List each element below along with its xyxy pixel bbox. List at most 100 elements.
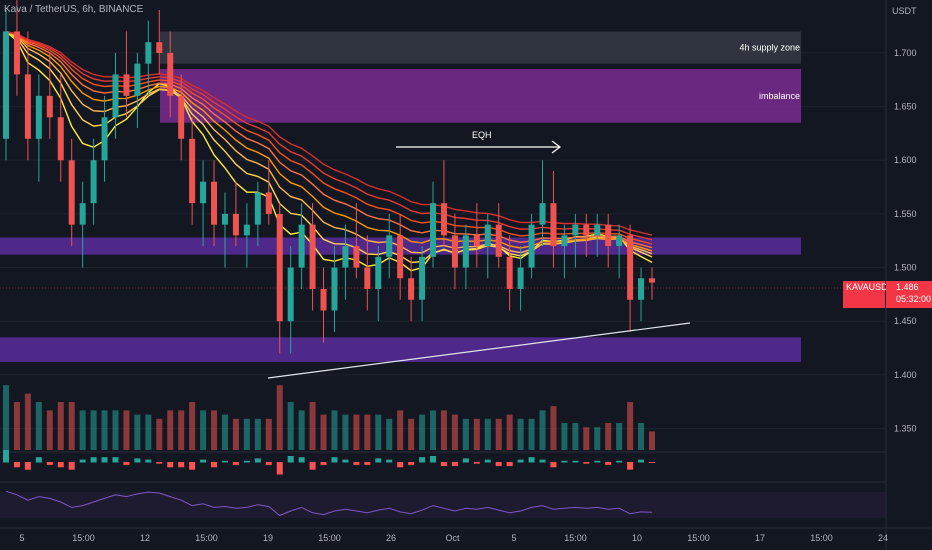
candle-body <box>320 289 327 311</box>
time-tick: 12 <box>140 533 150 543</box>
candle-body <box>495 224 502 257</box>
price-axis[interactable]: USDT 1.700 1.650 1.600 1.550 1.500 1.450 1.400 1… <box>885 0 932 550</box>
time-tick: 15:00 <box>318 533 341 543</box>
candle-body <box>276 213 283 322</box>
macd-hist <box>145 459 152 463</box>
candle-body <box>375 256 382 290</box>
macd-hist <box>13 462 20 468</box>
symbol-label: KAVAUSDT <box>846 282 894 292</box>
candle-body <box>265 192 272 214</box>
volume-bar <box>200 410 207 450</box>
price-tick: 1.650 <box>894 102 917 112</box>
volume-bar <box>539 410 546 450</box>
macd-hist <box>287 456 294 463</box>
macd-hist <box>517 459 524 463</box>
volume-bar <box>583 427 590 450</box>
volume-bar <box>112 410 119 450</box>
candle-body <box>178 95 185 139</box>
candle-body <box>13 31 20 75</box>
current-price-tag: KAVAUSDT <box>843 281 894 308</box>
macd-hist <box>243 460 250 463</box>
volume-bar <box>79 410 86 450</box>
candle-body <box>451 235 458 268</box>
macd-hist <box>79 459 86 463</box>
volume-bar <box>364 414 371 450</box>
price-label: 1.486 <box>896 282 919 292</box>
macd-hist <box>254 458 261 463</box>
macd-hist <box>451 462 458 467</box>
volume-bar <box>561 423 568 450</box>
axis-currency: USDT <box>892 6 917 16</box>
volume-bar <box>3 385 9 450</box>
eqh-label: EQH <box>472 130 492 140</box>
grid <box>0 52 886 430</box>
macd-hist <box>200 459 207 463</box>
volume-bar <box>594 427 601 450</box>
macd-hist <box>123 462 130 465</box>
macd-hist <box>101 457 108 463</box>
volume-bar <box>68 402 75 450</box>
volume-bar <box>397 410 404 450</box>
zone-3 <box>0 337 801 362</box>
candle-body <box>419 256 426 300</box>
candle-body <box>211 181 218 225</box>
macd-hist <box>462 458 469 463</box>
countdown-label: 05:32:00 <box>896 294 932 304</box>
candles <box>3 0 655 354</box>
volume-bar <box>528 418 535 450</box>
macd-hist <box>616 460 623 463</box>
candle-body <box>430 203 437 257</box>
candle-body <box>649 278 655 283</box>
macd-hist <box>561 460 568 463</box>
ema-line <box>5 30 653 272</box>
volume-bar <box>649 431 655 450</box>
volume-bar <box>430 410 437 450</box>
candle-body <box>200 181 207 204</box>
volume-bar <box>331 410 338 450</box>
macd-hist <box>112 457 119 463</box>
candle-body <box>572 224 579 236</box>
volume-bar <box>484 418 491 450</box>
candle-body <box>331 267 338 311</box>
zone-label-1: imbalance <box>759 91 800 101</box>
candle-body <box>167 52 174 96</box>
macd-hist <box>506 462 513 467</box>
macd-hist <box>24 462 31 470</box>
volume-bar <box>517 418 524 450</box>
macd-hist <box>265 462 272 465</box>
macd-hist <box>35 457 42 463</box>
volume-bar <box>90 410 97 450</box>
macd-hist <box>3 450 9 463</box>
candle-body <box>57 117 64 161</box>
macd-hist <box>649 462 655 463</box>
macd-hist <box>397 462 404 468</box>
candle-body <box>145 42 152 64</box>
price-tick: 1.400 <box>894 370 917 380</box>
volume-bar <box>440 410 447 450</box>
volume-bar <box>232 418 239 450</box>
time-axis[interactable]: 5 15:00 12 15:00 19 15:00 26 Oct 5 15:00 10 15:00 17… <box>0 527 932 543</box>
candle-body <box>123 74 130 96</box>
macd-hist <box>331 457 338 463</box>
candle-body <box>539 203 546 225</box>
time-tick: 15:00 <box>810 533 833 543</box>
volume-bar <box>123 410 130 450</box>
candle-body <box>79 203 86 225</box>
candle-body <box>386 235 393 257</box>
volume-bar <box>276 385 283 450</box>
volume-bar <box>134 414 141 450</box>
candle-body <box>24 74 31 139</box>
volume-bar <box>462 418 469 450</box>
candle-body <box>287 267 294 322</box>
macd-hist <box>46 462 53 465</box>
macd-hist <box>68 462 75 470</box>
candle-body <box>221 213 228 225</box>
macd-hist <box>605 462 612 465</box>
time-tick: 17 <box>755 533 765 543</box>
time-tick: 5 <box>511 533 516 543</box>
trendline[interactable] <box>267 322 691 379</box>
macd-hist <box>298 457 305 463</box>
price-tick: 1.500 <box>894 263 917 273</box>
volume-bar <box>287 402 294 450</box>
